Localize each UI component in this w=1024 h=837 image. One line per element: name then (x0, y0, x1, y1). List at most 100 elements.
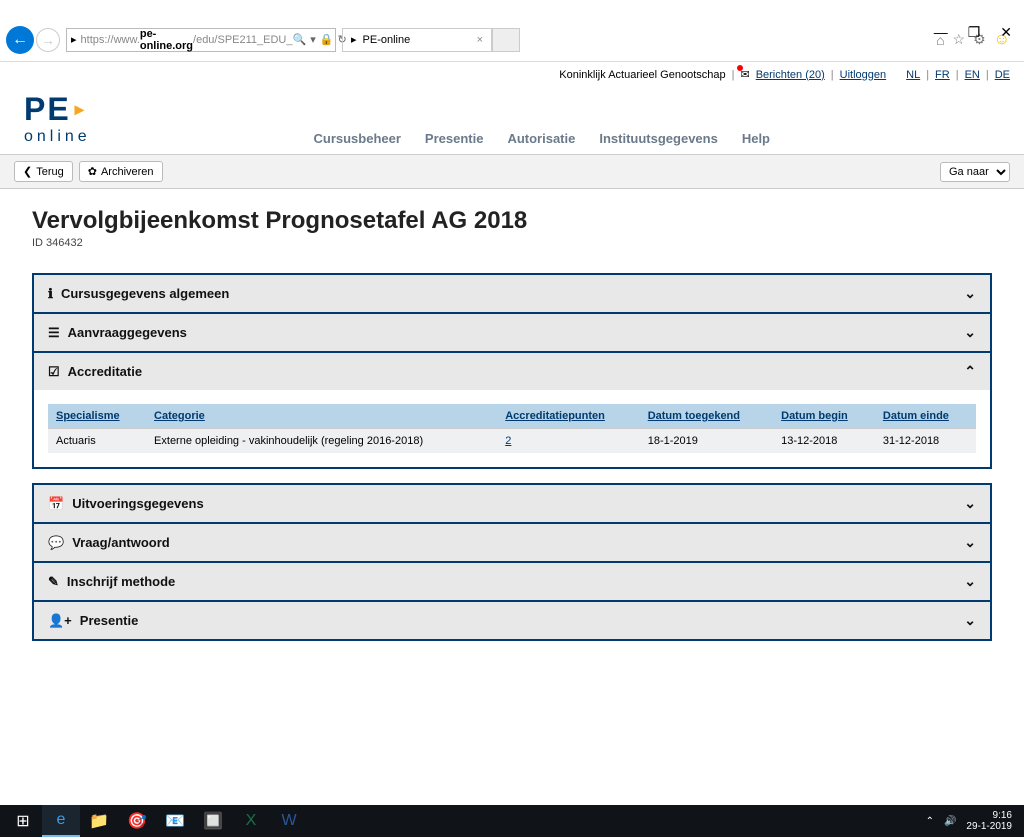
th-begin[interactable]: Datum begin (773, 404, 875, 429)
th-toegekend[interactable]: Datum toegekend (640, 404, 773, 429)
org-name: Koninklijk Actuarieel Genootschap (559, 69, 725, 81)
nav-cursusbeheer[interactable]: Cursusbeheer (313, 131, 400, 146)
nav-help[interactable]: Help (742, 131, 770, 146)
berichten-link[interactable]: Berichten (20) (756, 69, 825, 81)
favicon-icon: ▸ (71, 33, 77, 46)
th-specialisme[interactable]: Specialisme (48, 404, 146, 429)
taskbar-skype[interactable]: 🎯 (118, 805, 156, 837)
panel-cursusgegevens[interactable]: ℹ Cursusgegevens algemeen ⌄ (34, 275, 990, 312)
mail-icon[interactable]: ✉ (740, 68, 749, 81)
panels-group-2: 📅 Uitvoeringsgegevens ⌄ 💬 Vraag/antwoord… (32, 483, 992, 641)
lang-fr[interactable]: FR (935, 69, 950, 81)
toolbar: ❮ Terug ✿ Archiveren Ga naar (0, 155, 1024, 189)
chat-icon: 💬 (48, 535, 64, 551)
taskbar-explorer[interactable]: 📁 (80, 805, 118, 837)
panels-group-1: ℹ Cursusgegevens algemeen ⌄ ☰ Aanvraagge… (32, 273, 992, 469)
browser-bar: ← → ▸ https:// www. pe-online.org /edu/S… (0, 18, 1024, 62)
panel-accreditatie[interactable]: ☑ Accreditatie ⌃ (34, 351, 990, 390)
chevron-down-icon: ⌄ (964, 285, 976, 302)
separator: | (732, 69, 735, 81)
tray-volume-icon[interactable]: 🔊 (944, 816, 956, 827)
header-row: PE ▸ online Cursusbeheer Presentie Autor… (0, 87, 1024, 155)
dropdown-icon[interactable]: ▾ (310, 33, 316, 46)
td-einde: 31-12-2018 (875, 429, 976, 454)
panel-presentie[interactable]: 👤+ Presentie ⌄ (34, 600, 990, 639)
tray-chevron-icon[interactable]: ⌃ (926, 816, 934, 827)
taskbar-ie[interactable]: e (42, 805, 80, 837)
punten-link[interactable]: 2 (505, 435, 511, 447)
panel-aanvraaggegevens[interactable]: ☰ Aanvraaggegevens ⌄ (34, 312, 990, 351)
td-specialisme: Actuaris (48, 429, 146, 454)
taskbar-excel[interactable]: X (232, 805, 270, 837)
start-button[interactable]: ⊞ (4, 805, 42, 837)
th-einde[interactable]: Datum einde (875, 404, 976, 429)
panel-inschrijf-methode[interactable]: ✎ Inschrijf methode ⌄ (34, 561, 990, 600)
th-categorie[interactable]: Categorie (146, 404, 497, 429)
url-domain: pe-online.org (140, 28, 193, 52)
maximize-button[interactable]: ❐ (968, 24, 981, 41)
panel-uitvoeringsgegevens[interactable]: 📅 Uitvoeringsgegevens ⌄ (34, 485, 990, 522)
accreditatie-table: Specialisme Categorie Accreditatiepunten… (48, 404, 976, 453)
taskbar-outlook[interactable]: 📧 (156, 805, 194, 837)
panel-label: Aanvraaggegevens (68, 325, 187, 340)
separator: | (986, 69, 989, 81)
browser-back-button[interactable]: ← (6, 26, 34, 54)
time-label: 9:16 (966, 810, 1012, 821)
taskbar-app[interactable]: 🔲 (194, 805, 232, 837)
td-toegekend: 18-1-2019 (640, 429, 773, 454)
minimize-button[interactable]: — (934, 24, 948, 41)
archiveren-button[interactable]: ✿ Archiveren (79, 161, 163, 182)
chevron-down-icon: ⌄ (964, 495, 976, 512)
search-icon[interactable]: 🔍 (293, 33, 307, 46)
nav-presentie[interactable]: Presentie (425, 131, 484, 146)
chevron-left-icon: ❮ (23, 165, 32, 178)
user-plus-icon: 👤+ (48, 613, 72, 629)
page-topbar: Koninklijk Actuarieel Genootschap | ✉ Be… (0, 62, 1024, 87)
lock-icon: 🔒 (320, 33, 334, 46)
logo[interactable]: PE ▸ online (14, 87, 101, 154)
browser-tab[interactable]: ▸ PE-online × (342, 28, 492, 52)
tab-favicon-icon: ▸ (351, 33, 357, 46)
edit-icon: ✎ (48, 574, 59, 590)
separator: | (956, 69, 959, 81)
td-begin: 13-12-2018 (773, 429, 875, 454)
td-punten: 2 (497, 429, 639, 454)
td-categorie: Externe opleiding - vakinhoudelijk (rege… (146, 429, 497, 454)
terug-label: Terug (36, 166, 64, 178)
taskbar-word[interactable]: W (270, 805, 308, 837)
calendar-icon: 📅 (48, 496, 64, 512)
uitloggen-link[interactable]: Uitloggen (840, 69, 886, 81)
tab-close-icon[interactable]: × (477, 34, 483, 46)
separator: | (831, 69, 834, 81)
page-title: Vervolgbijeenkomst Prognosetafel AG 2018 (32, 207, 992, 235)
gear-icon: ✿ (88, 165, 97, 178)
panel-label: Accreditatie (68, 364, 142, 379)
browser-forward-button[interactable]: → (36, 28, 60, 52)
chevron-down-icon: ⌄ (964, 573, 976, 590)
chevron-up-icon: ⌃ (964, 363, 976, 380)
taskbar-clock[interactable]: 9:16 29-1-2019 (966, 810, 1012, 832)
panel-label: Cursusgegevens algemeen (61, 286, 229, 301)
terug-button[interactable]: ❮ Terug (14, 161, 73, 182)
archiveren-label: Archiveren (101, 166, 154, 178)
info-icon: ℹ (48, 286, 53, 302)
goto-select-wrap: Ga naar (940, 162, 1010, 182)
address-bar[interactable]: ▸ https:// www. pe-online.org /edu/SPE21… (66, 28, 336, 52)
panel-label: Uitvoeringsgegevens (72, 496, 204, 511)
nav-autorisatie[interactable]: Autorisatie (507, 131, 575, 146)
window-close-button[interactable]: ✕ (1000, 24, 1012, 41)
panel-vraag-antwoord[interactable]: 💬 Vraag/antwoord ⌄ (34, 522, 990, 561)
tab-title: PE-online (363, 34, 411, 46)
panel-accreditatie-body: Specialisme Categorie Accreditatiepunten… (34, 390, 990, 467)
lang-de[interactable]: DE (995, 69, 1010, 81)
url-prefix: www. (114, 34, 140, 46)
lang-en[interactable]: EN (965, 69, 980, 81)
url-path: /edu/SPE211_EDU_ (193, 34, 292, 46)
goto-select[interactable]: Ga naar (940, 162, 1010, 182)
lang-nl[interactable]: NL (906, 69, 920, 81)
panel-label: Vraag/antwoord (72, 535, 170, 550)
nav-instituutsgegevens[interactable]: Instituutsgegevens (599, 131, 717, 146)
chevron-down-icon: ⌄ (964, 324, 976, 341)
th-punten[interactable]: Accreditatiepunten (497, 404, 639, 429)
new-tab-button[interactable] (492, 28, 520, 52)
